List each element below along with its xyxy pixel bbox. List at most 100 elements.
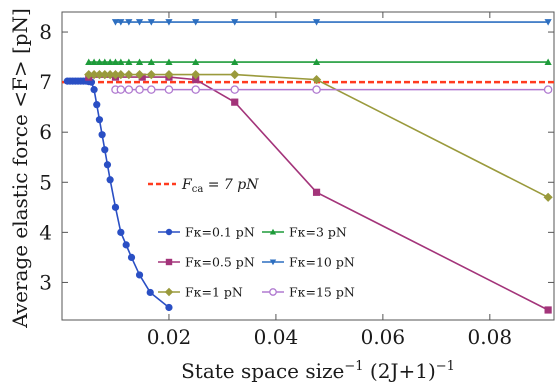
- data-point: [95, 58, 104, 65]
- data-point: [117, 19, 125, 26]
- data-point: [116, 85, 126, 94]
- data-point: [191, 85, 200, 94]
- data-point: [138, 73, 146, 81]
- data-point: [146, 70, 156, 80]
- y-tick-labels: 3 4 5 6 7 8: [39, 20, 52, 294]
- y-tick-label: 5: [39, 170, 52, 194]
- x-axis-title-exp2: −1: [436, 359, 455, 374]
- x-axis-title-mid: (2J+1): [364, 359, 436, 383]
- legend-label: Fκ=1 pN: [185, 285, 243, 300]
- data-point: [544, 19, 552, 26]
- data-point: [269, 288, 277, 296]
- x-axis-title-main: State space size: [181, 359, 344, 383]
- data-point: [311, 75, 322, 85]
- series: [63, 77, 173, 312]
- series-group: [63, 19, 553, 314]
- data-point: [191, 70, 201, 80]
- legend-label: Fκ=0.5 pN: [185, 255, 255, 270]
- data-point: [146, 288, 154, 297]
- data-point: [164, 70, 174, 80]
- legend-entry: Fκ=3 pN: [262, 225, 347, 240]
- data-point: [111, 19, 120, 26]
- legend-label: Fκ=0.1 pN: [185, 225, 255, 240]
- data-point: [93, 101, 101, 109]
- x-axis-title: State space size−1 (2J+1)−1: [181, 359, 455, 383]
- data-point: [101, 58, 109, 65]
- data-point: [100, 70, 110, 80]
- data-point: [111, 58, 120, 65]
- legend-label: Fκ=3 pN: [289, 225, 347, 240]
- data-point: [116, 70, 126, 80]
- legend-label: Fκ=10 pN: [289, 255, 355, 270]
- data-point: [543, 192, 553, 202]
- y-tick-label: 6: [39, 120, 52, 144]
- y-axis-title: Average elastic force <F> [pN]: [8, 8, 32, 329]
- reference-label-rest: = 7 pN: [203, 177, 259, 193]
- data-point: [84, 70, 94, 80]
- data-point: [192, 19, 200, 26]
- data-point: [135, 271, 144, 279]
- data-point: [101, 146, 109, 154]
- data-point: [269, 228, 277, 235]
- data-point: [231, 98, 239, 106]
- data-point: [105, 70, 115, 80]
- data-point: [98, 131, 106, 139]
- data-point: [312, 19, 321, 26]
- series-line: [67, 80, 170, 309]
- svg-text:Fca = 7 pN: Fca = 7 pN: [181, 177, 259, 195]
- series: [85, 58, 552, 65]
- series: [111, 19, 552, 26]
- legend-entry: Fκ=1 pN: [158, 285, 243, 300]
- data-point: [95, 116, 104, 124]
- legend-label: Fκ=15 pN: [289, 285, 355, 300]
- data-point: [117, 58, 125, 65]
- data-point: [127, 253, 136, 261]
- data-point: [312, 188, 321, 196]
- data-point: [89, 70, 99, 80]
- data-point: [165, 303, 173, 312]
- x-axis-title-exp1: −1: [344, 359, 363, 374]
- data-point: [135, 58, 144, 65]
- reference-label-sub: ca: [192, 184, 204, 195]
- legend: Fκ=0.1 pN Fκ=3 pN Fκ=0.5 pN Fκ=10 pN Fκ=1 pN…: [158, 225, 355, 300]
- series: [111, 85, 553, 94]
- data-point: [106, 58, 114, 65]
- reference-label-main: F: [181, 177, 193, 193]
- data-point: [192, 58, 200, 65]
- legend-entry: Fκ=0.5 pN: [158, 255, 255, 270]
- data-point: [124, 70, 134, 80]
- legend-entry: Fκ=0.1 pN: [158, 225, 255, 240]
- data-point: [544, 306, 552, 314]
- reference-label: Fca = 7 pN: [148, 177, 259, 195]
- data-point: [106, 176, 114, 184]
- data-point: [94, 70, 105, 80]
- data-point: [231, 19, 239, 26]
- y-tick-label: 4: [39, 220, 52, 244]
- data-point: [165, 58, 173, 65]
- data-point: [135, 19, 144, 26]
- data-point: [134, 70, 145, 80]
- legend-entry: Fκ=15 pN: [262, 285, 355, 300]
- y-tick-label: 3: [39, 270, 52, 294]
- data-point: [231, 58, 239, 65]
- plot-frame: [61, 11, 555, 321]
- y-tick-label: 8: [39, 20, 52, 44]
- data-point: [111, 203, 120, 211]
- data-point: [312, 58, 321, 65]
- data-point: [312, 85, 321, 94]
- data-point: [147, 85, 156, 94]
- data-point: [165, 19, 173, 26]
- x-tick-label: 0.08: [468, 325, 513, 349]
- data-point: [230, 70, 240, 80]
- data-point: [85, 58, 93, 65]
- data-point: [124, 85, 134, 94]
- legend-entry: Fκ=10 pN: [262, 255, 355, 270]
- data-point: [147, 58, 155, 65]
- tick-marks: [62, 12, 554, 320]
- data-point: [164, 85, 174, 94]
- data-point: [165, 258, 173, 266]
- data-point: [135, 85, 144, 94]
- data-point: [230, 85, 239, 94]
- data-point: [103, 161, 112, 169]
